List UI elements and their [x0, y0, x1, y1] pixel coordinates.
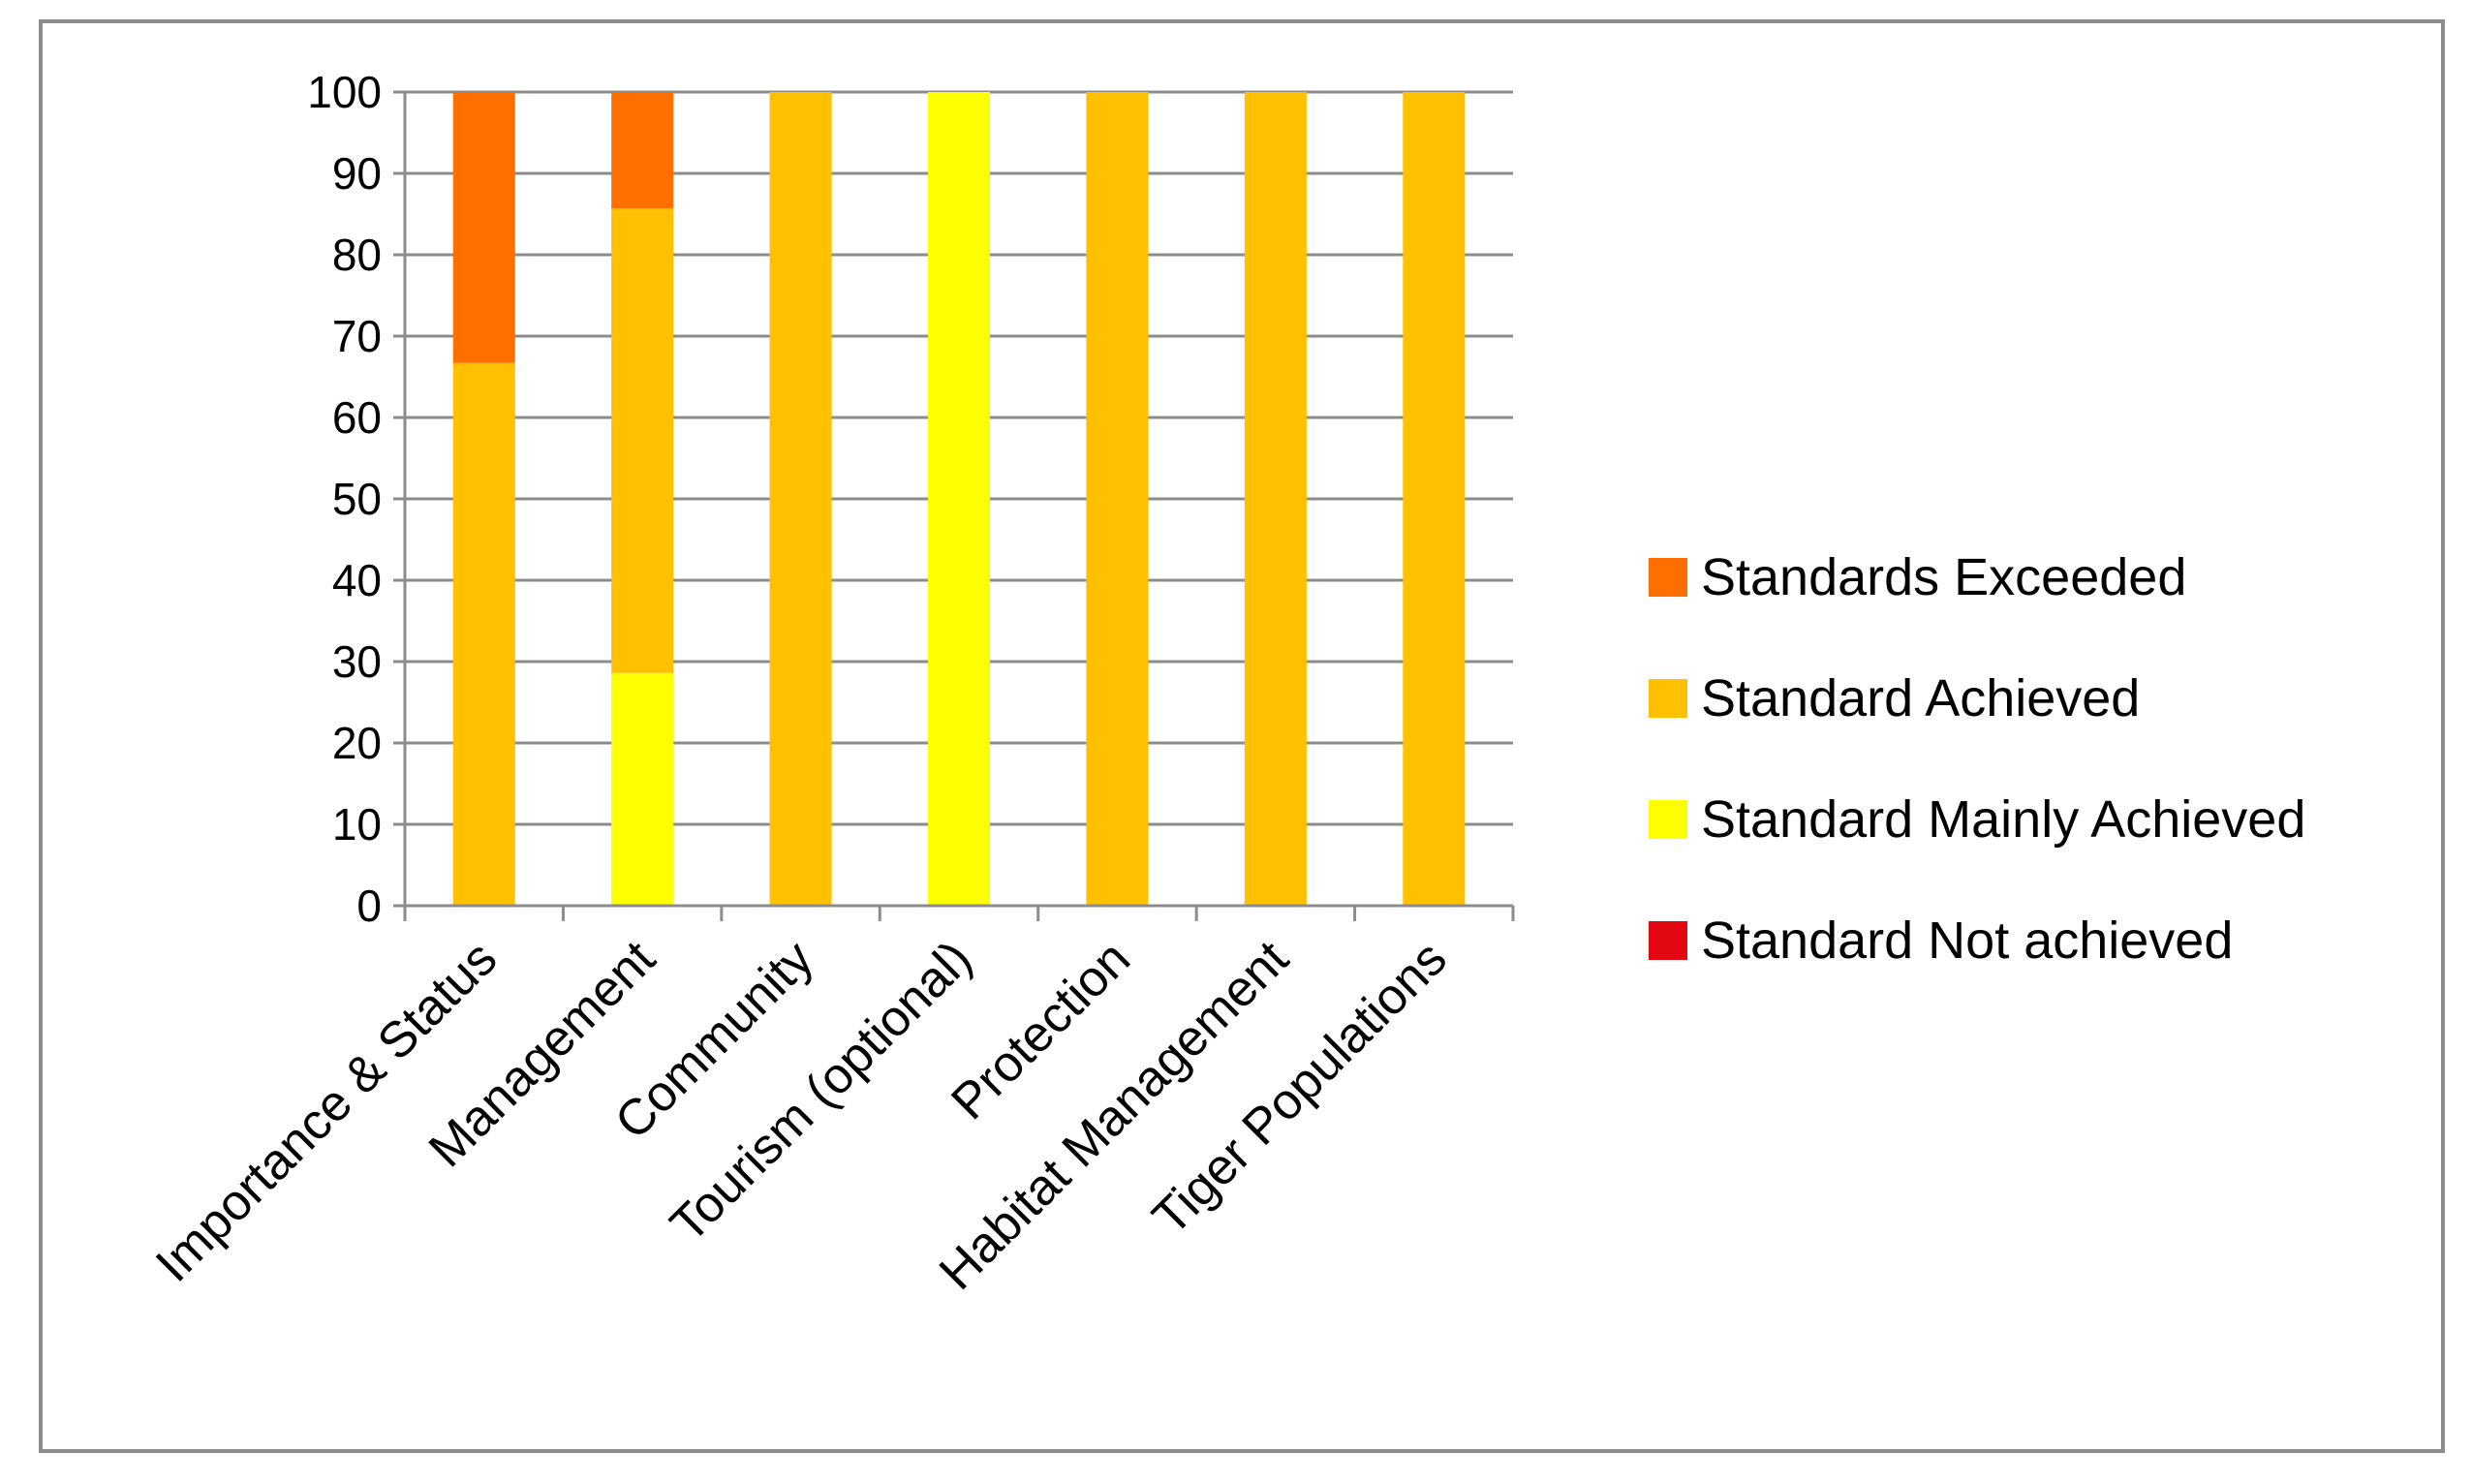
- legend-swatch: [1649, 921, 1687, 960]
- chart-frame: 0 10 20 30 40 50 60 70 80 90 100 Importance & Stat…: [39, 19, 2445, 1453]
- legend-item: Standard Not achieved: [1649, 910, 2305, 972]
- legend-label: Standard Mainly Achieved: [1701, 790, 2306, 849]
- y-tick-label: 40: [332, 555, 382, 605]
- bar-segment-standard-achieved: [1403, 92, 1466, 906]
- stacked-bar-chart: 0 10 20 30 40 50 60 70 80 90 100 Importance & Stat…: [145, 67, 1515, 1301]
- bar-segment-standards-exceeded: [452, 92, 515, 363]
- legend-item: Standard Mainly Achieved: [1649, 788, 2305, 850]
- bar-segment-standard-mainly-achieved: [611, 672, 674, 906]
- legend: Standards Exceeded Standard Achieved Stand…: [1649, 546, 2305, 1031]
- legend-item: Standards Exceeded: [1649, 546, 2305, 608]
- bar-segment-standard-achieved: [769, 92, 832, 906]
- legend-label: Standard Not achieved: [1701, 912, 2234, 970]
- y-tick-labels: 0 10 20 30 40 50 60 70 80 90 100: [307, 67, 382, 931]
- y-tick-label: 60: [332, 392, 382, 443]
- legend-swatch: [1649, 558, 1687, 597]
- legend-swatch: [1649, 800, 1687, 839]
- y-tick-label: 20: [332, 718, 382, 768]
- bars: [452, 92, 1466, 907]
- bar-segment-standard-achieved: [452, 362, 515, 907]
- y-tick-label: 80: [332, 230, 382, 280]
- bar-segment-standard-achieved: [1244, 92, 1307, 906]
- legend-swatch: [1649, 679, 1687, 718]
- bar-segment-standard-mainly-achieved: [928, 92, 990, 906]
- y-tick-label: 100: [307, 67, 382, 117]
- bar-segment-standards-exceeded: [611, 92, 674, 209]
- legend-item: Standard Achieved: [1649, 667, 2305, 729]
- bar-segment-standard-achieved: [611, 208, 674, 673]
- legend-label: Standards Exceeded: [1701, 548, 2187, 606]
- y-tick-label: 70: [332, 311, 382, 361]
- y-tick-label: 30: [332, 636, 382, 687]
- y-tick-label: 10: [332, 799, 382, 850]
- x-category-label: Tourism (optional): [660, 930, 982, 1252]
- y-tick-label: 50: [332, 474, 382, 524]
- x-category-label: Tiger Populations: [1142, 930, 1458, 1246]
- axes: [393, 90, 1515, 921]
- x-category-labels: Importance & StatusManagementCommunityTo…: [145, 930, 1458, 1301]
- legend-label: Standard Achieved: [1701, 669, 2141, 727]
- y-tick-label: 0: [356, 881, 382, 931]
- y-tick-label: 90: [332, 148, 382, 199]
- bar-segment-standard-achieved: [1086, 92, 1149, 906]
